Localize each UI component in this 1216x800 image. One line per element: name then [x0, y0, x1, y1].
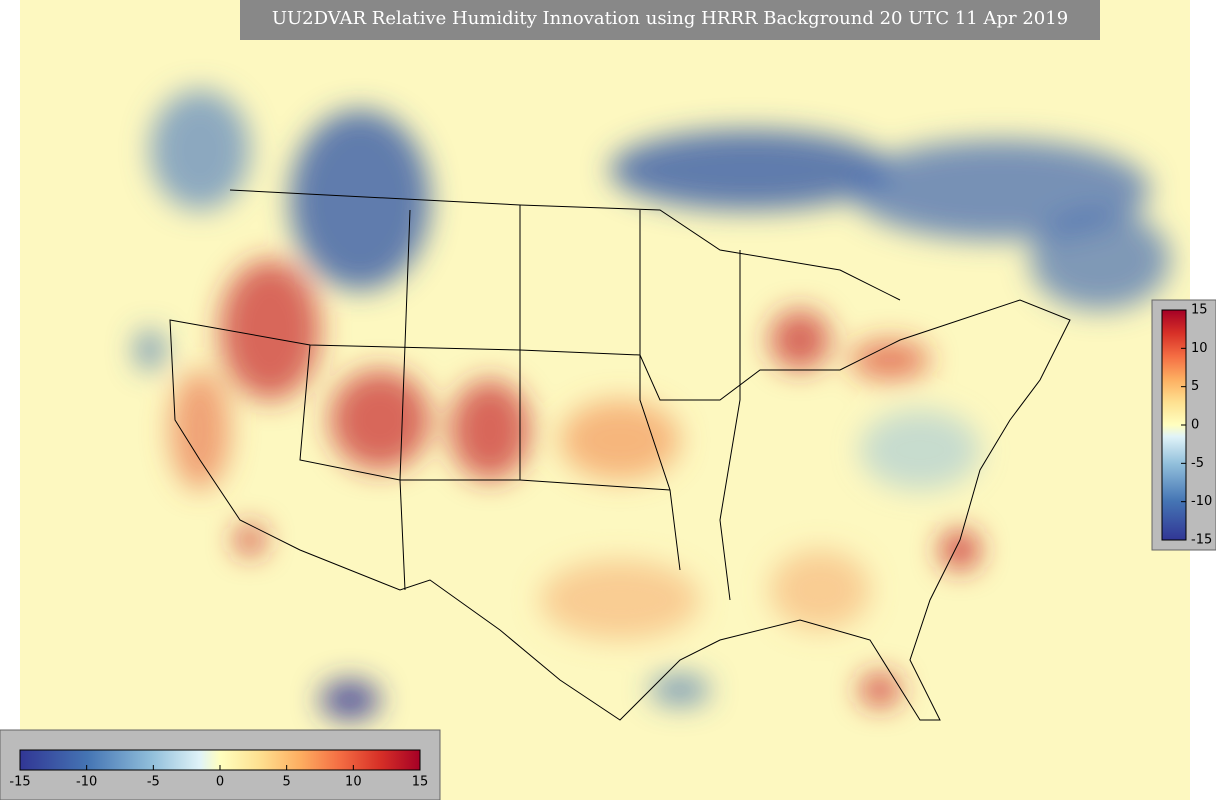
tick-label: 5 [1191, 379, 1199, 394]
boundaries [169, 189, 1071, 721]
map-title: UU2DVAR Relative Humidity Innovation usi… [272, 8, 1068, 29]
tick-label: 10 [1191, 341, 1208, 356]
tick-label: -5 [147, 775, 160, 790]
tick-label: -10 [76, 775, 97, 790]
tick-label: 0 [216, 775, 224, 790]
tick-label: 10 [345, 775, 362, 790]
humidity-field [135, 90, 1170, 720]
tick-label: 15 [412, 775, 429, 790]
tick-label: -15 [1191, 533, 1212, 548]
tick-label: 5 [283, 775, 291, 790]
tick-label: 15 [1191, 303, 1208, 318]
title-box [240, 0, 1100, 40]
tick-label: -10 [1191, 494, 1212, 509]
tick-label: 0 [1191, 418, 1199, 433]
map [20, 0, 1190, 800]
tick-label: -15 [9, 775, 30, 790]
tick-label: -5 [1191, 456, 1204, 471]
